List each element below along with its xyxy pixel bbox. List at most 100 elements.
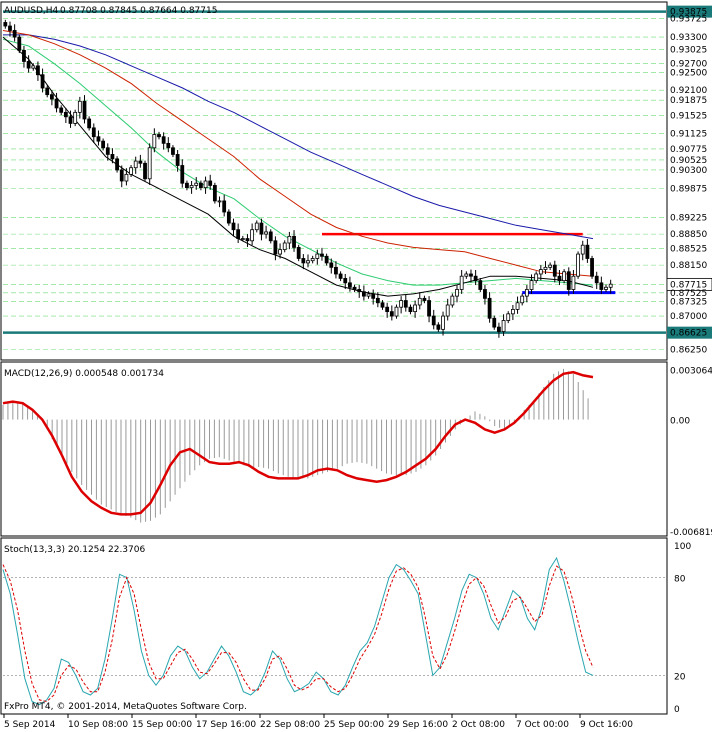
candle-body	[17, 36, 22, 51]
candle-body	[427, 300, 431, 317]
ma-fast-line	[2, 36, 594, 297]
candle-body	[441, 315, 445, 330]
candle-body	[501, 320, 506, 332]
candle-body	[473, 275, 478, 282]
main-pane-frame	[0, 1, 668, 361]
candle-body	[171, 147, 175, 155]
candle-body	[343, 278, 348, 284]
candle-body	[161, 136, 166, 144]
price-tick-label: 0.88525	[670, 245, 707, 255]
candle-body	[436, 324, 441, 330]
candle-body	[143, 162, 147, 180]
price-tick-label: 0.90525	[670, 156, 707, 166]
time-tick-label: 5 Sep 2014	[4, 720, 56, 730]
stoch-title: Stoch(13,3,3) 20.1254 22.3706	[4, 545, 145, 555]
price-tick-label: 0.93025	[670, 45, 707, 55]
candle-body	[45, 87, 50, 96]
time-tick-label: 15 Sep 00:00	[132, 720, 192, 730]
candle-body	[599, 282, 604, 290]
candle-body	[110, 154, 115, 160]
time-tick-label: 22 Sep 08:00	[260, 720, 320, 730]
stoch-pane-frame	[0, 537, 668, 715]
candle-body	[63, 111, 68, 118]
candle-body	[264, 231, 268, 235]
candle-body	[524, 289, 529, 297]
time-axis: 5 Sep 2014 10 Sep 08:00 15 Sep 00:00 17 Sep…	[3, 714, 633, 730]
candle-body	[185, 182, 189, 189]
candle-body	[506, 313, 511, 321]
candle-body	[124, 173, 129, 182]
candle-body	[562, 271, 567, 282]
candle-body	[534, 273, 539, 282]
price-tick-label: 0.89225	[670, 214, 707, 224]
candle-body	[31, 65, 36, 69]
macd-pane-frame	[0, 361, 668, 537]
candle-body	[194, 182, 199, 186]
macd-axis: 0.003064 0.00 -0.006819	[670, 366, 712, 538]
time-tick-label: 17 Sep 16:00	[196, 720, 256, 730]
candle-body	[371, 293, 376, 299]
candle-body	[222, 200, 227, 213]
price-label-box	[667, 326, 712, 339]
candle-body	[413, 304, 417, 313]
candle-body	[571, 275, 576, 290]
candle-body	[119, 169, 124, 182]
price-tick-label: 0.91525	[670, 112, 707, 122]
macd-pane[interactable]: 0.003064 0.00 -0.006819 MACD(12,26,9) 0.00…	[0, 361, 712, 538]
price-tick-label: 0.92100	[670, 86, 707, 96]
candle-body	[115, 158, 119, 171]
candle-body	[273, 240, 278, 255]
candle-body	[12, 30, 17, 38]
candle-body	[40, 74, 45, 89]
candle-body	[175, 154, 180, 166]
stoch-lines	[2, 556, 594, 706]
ma-blue-line	[3, 34, 594, 240]
candle-body	[22, 49, 26, 62]
candle-body	[287, 235, 292, 244]
price-tick-label: 0.90775	[670, 145, 707, 155]
candle-body	[254, 222, 259, 231]
watermark: FxPro MT4, © 2001-2014, MetaQuotes Softw…	[4, 702, 247, 712]
price-tick-label: 0.87325	[670, 298, 707, 308]
candle-body	[212, 185, 217, 202]
candle-body	[310, 258, 315, 262]
macd-title: MACD(12,26,9) 0.000548 0.001734	[4, 369, 164, 379]
candle-body	[375, 297, 380, 304]
candle-body	[199, 182, 203, 189]
candle-body	[324, 255, 329, 264]
candle-body	[548, 264, 553, 268]
stochastic-pane[interactable]: 100 80 20 0 Stoch(13,3,3) 20.1254 22.3706 F…	[0, 537, 691, 715]
candle-body	[306, 260, 310, 264]
candle-body	[296, 247, 301, 259]
candle-body	[469, 273, 473, 277]
candle-body	[338, 273, 343, 279]
candle-body	[348, 282, 352, 288]
stoch-tick-label: 20	[674, 672, 686, 682]
candle-body	[334, 266, 338, 275]
candle-body	[510, 309, 515, 315]
candle-body	[231, 222, 236, 231]
candle-body	[357, 289, 362, 293]
candle-body	[245, 238, 250, 242]
candle-body	[87, 118, 92, 129]
candle-body	[431, 315, 436, 326]
candle-body	[54, 98, 59, 109]
candle-body	[129, 167, 133, 175]
price-tick-label: 0.87715	[670, 280, 707, 290]
candle-body	[538, 269, 543, 275]
candle-body	[59, 107, 64, 113]
candle-body	[77, 100, 82, 113]
symbol-title: AUDUSD,H4	[4, 6, 59, 16]
candle-body	[394, 306, 399, 317]
candle-body	[138, 160, 143, 164]
candle-body	[520, 295, 525, 304]
stoch-signal-line	[2, 564, 594, 703]
price-tick-label: 0.90300	[670, 166, 707, 176]
candle-body	[515, 302, 520, 310]
candle-body	[455, 289, 459, 297]
price-tick-label: 0.92500	[670, 69, 707, 79]
price-tick-label: 0.86625	[670, 329, 707, 339]
price-tick-label: 0.93725	[670, 14, 707, 24]
